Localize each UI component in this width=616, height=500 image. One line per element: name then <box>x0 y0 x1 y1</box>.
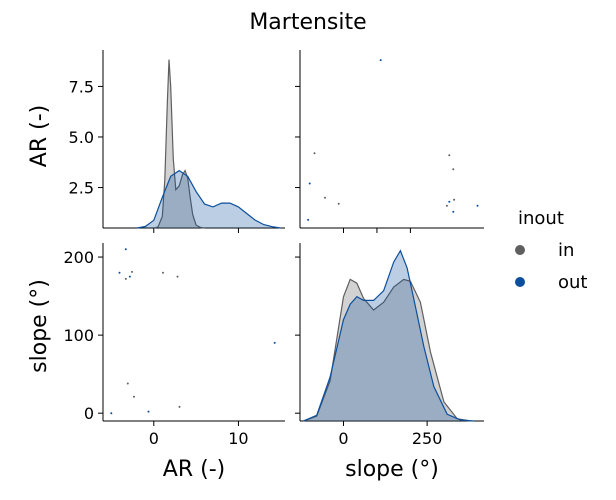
legend: inout in out <box>515 208 587 293</box>
panel-AR-slope-point-in-2 <box>445 204 448 207</box>
y-tick-label-slope-0: 0 <box>84 404 94 423</box>
panel-AR-slope-point-out-2 <box>452 210 455 213</box>
panel-AR-slope-point-out-3 <box>448 200 451 203</box>
panel-AR-AR-kde-line-out <box>136 169 281 229</box>
panel-slope-AR-point-out-0 <box>110 412 113 415</box>
panel-AR-slope-point-out-1 <box>308 182 311 185</box>
panel-AR-AR-kde-fill-out <box>136 170 281 228</box>
panel-AR-slope-point-out-5 <box>476 204 479 207</box>
x-tick-label-slope-0: 0 <box>338 429 348 448</box>
legend-title: inout <box>518 208 564 229</box>
panel-AR-slope-point-in-5 <box>448 154 451 157</box>
panel-slope-AR-point-in-0 <box>126 382 129 385</box>
x-tick-label-slope-1: 250 <box>412 429 443 448</box>
panel-slope-AR-point-out-2 <box>118 271 121 274</box>
panel-AR-slope-point-in-6 <box>313 152 316 155</box>
panel-AR-slope-point-in-1 <box>324 196 326 199</box>
panel-slope-AR-point-out-4 <box>273 341 276 344</box>
panel-AR-slope-point-out-4 <box>379 59 382 62</box>
y-tick-label-AR-1: 5.0 <box>69 128 94 147</box>
x-tick-label-AR-1: 10 <box>228 429 248 448</box>
panel-slope-AR-point-out-5 <box>124 248 127 251</box>
y-tick-label-AR-2: 7.5 <box>69 77 94 96</box>
legend-marker-in <box>515 245 525 255</box>
y-axis-label-ar: AR (-) <box>27 105 52 167</box>
panel-AR-AR-kde-line-in <box>153 59 205 229</box>
panel-slope-slope-kde-line-in <box>303 278 471 422</box>
panel-AR-slope-point-in-0 <box>337 202 340 205</box>
panel-slope-slope-kde-line-out <box>303 249 475 422</box>
x-axis-label-ar: AR (-) <box>163 457 225 482</box>
chart-title: Martensite <box>249 10 366 35</box>
panel-AR-slope-point-out-0 <box>307 218 310 221</box>
panel-AR-slope-point-in-4 <box>452 168 455 171</box>
panel-slope-AR-point-in-4 <box>162 271 164 274</box>
y-tick-label-slope-1: 100 <box>63 326 94 345</box>
y-tick-label-AR-0: 2.5 <box>69 179 94 198</box>
panel-slope-AR-point-out-3 <box>128 275 131 278</box>
panel-slope-AR-point-out-1 <box>147 410 150 413</box>
legend-marker-out <box>515 277 525 287</box>
y-axis-label-slope: slope (°) <box>27 279 52 373</box>
panel-slope-AR-point-in-1 <box>133 395 135 398</box>
legend-label-in: in <box>558 240 574 261</box>
panel-slope-AR-point-in-3 <box>131 270 133 273</box>
panel-slope-AR-point-in-6 <box>178 405 181 408</box>
legend-label-out: out <box>558 272 587 293</box>
panel-slope-AR-point-in-5 <box>176 275 179 278</box>
panel-AR-slope-point-in-3 <box>453 198 456 201</box>
x-axis-label-slope: slope (°) <box>345 457 439 482</box>
panel-slope-AR-point-in-2 <box>124 277 127 280</box>
x-tick-label-AR-0: 0 <box>149 429 159 448</box>
y-tick-label-slope-2: 200 <box>63 248 94 267</box>
